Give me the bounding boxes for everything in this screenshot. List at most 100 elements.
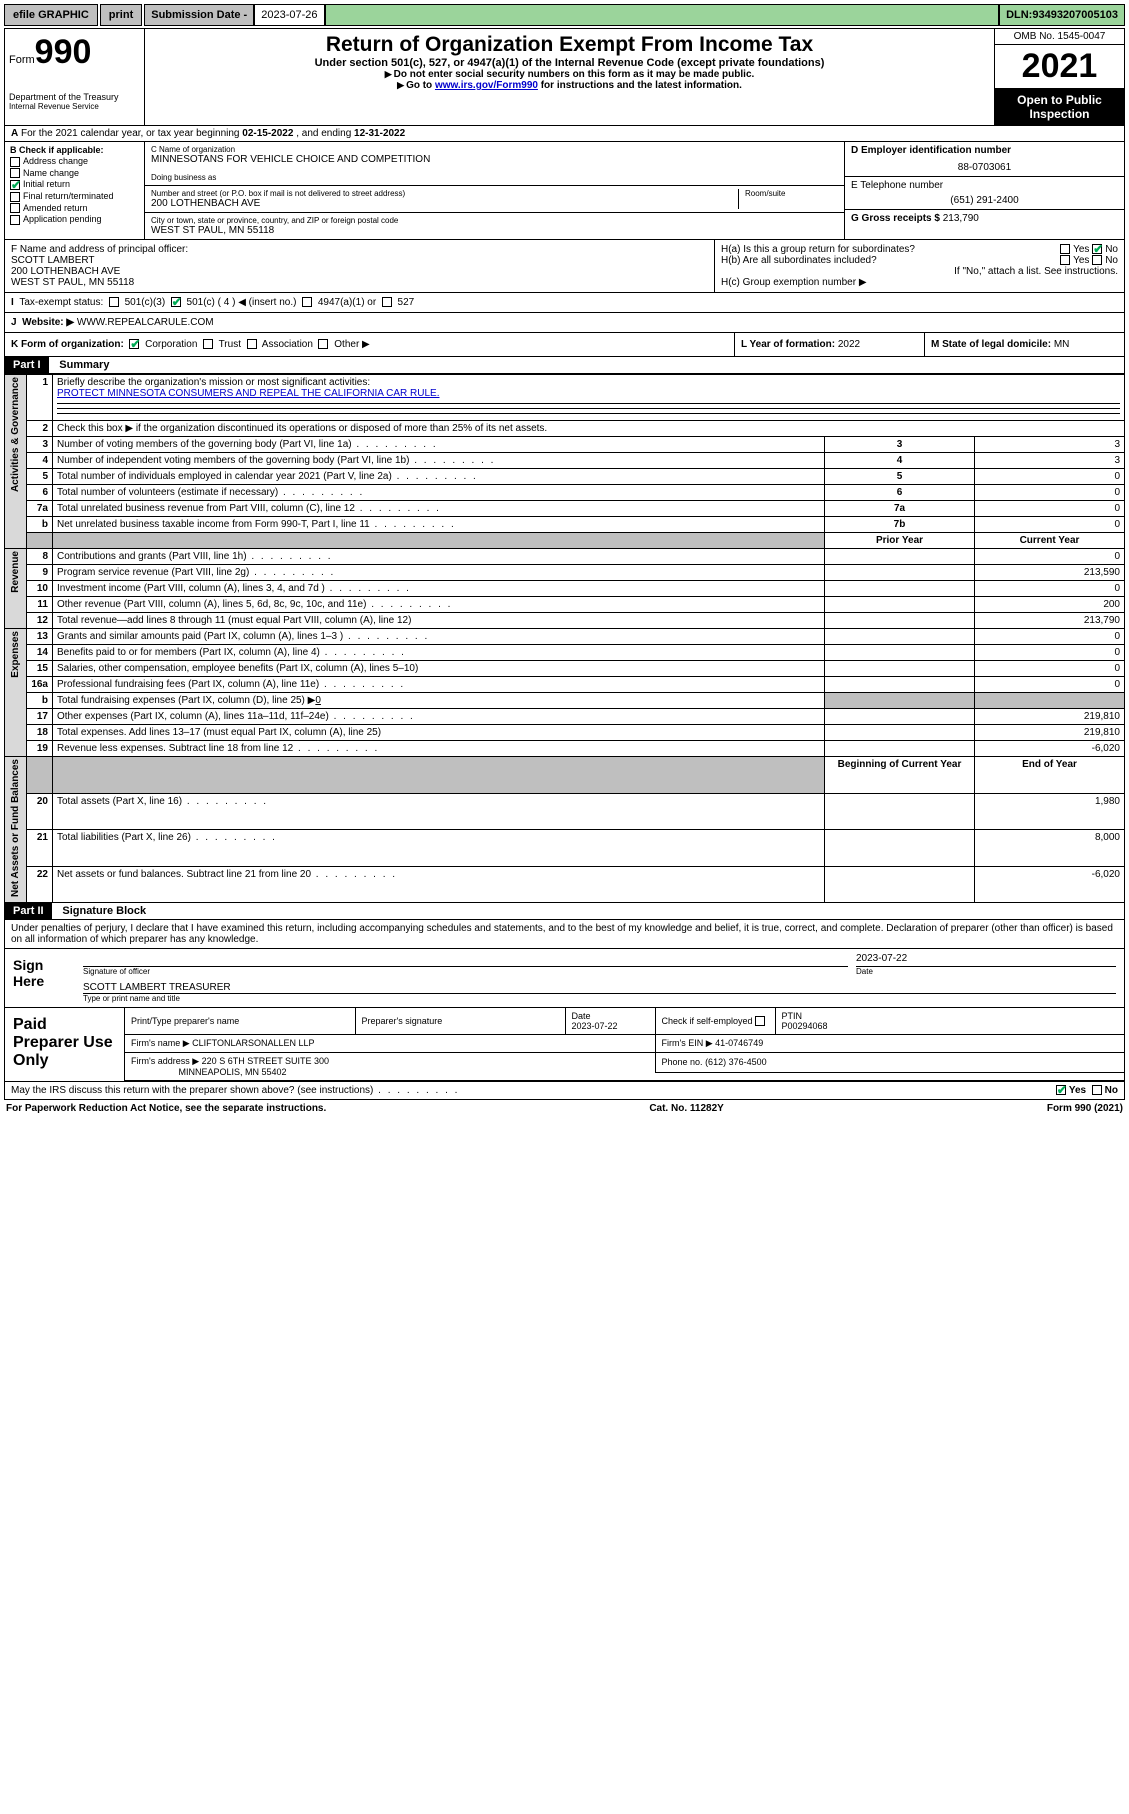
line16b-desc: Total fundraising expenses (Part IX, col… [53,693,825,709]
officer-city: WEST ST PAUL, MN 55118 [11,277,708,288]
ha-label: H(a) Is this a group return for subordin… [721,244,915,255]
chk-application-pending[interactable]: Application pending [10,214,139,225]
chk-amended-return[interactable]: Amended return [10,203,139,214]
line5-val: 0 [975,469,1125,485]
line16a-desc: Professional fundraising fees (Part IX, … [53,677,825,693]
efile-graphic-btn[interactable]: efile GRAPHIC [4,4,98,26]
line19-desc: Revenue less expenses. Subtract line 18 … [53,741,825,757]
line18-desc: Total expenses. Add lines 13–17 (must eq… [53,725,825,741]
line18-cur: 219,810 [975,725,1125,741]
line1-mission: Briefly describe the organization's miss… [53,375,1125,421]
open-to-public: Open to Public Inspection [995,89,1124,125]
line10-cur: 0 [975,581,1125,597]
side-net-assets: Net Assets or Fund Balances [5,757,27,903]
signature-of-officer-label: Signature of officer [83,967,848,976]
line7b-val: 0 [975,517,1125,533]
perjury-declaration: Under penalties of perjury, I declare th… [4,920,1125,949]
part-i-banner: Part I [5,357,49,373]
preparer-sig-header: Preparer's signature [355,1008,565,1035]
firm-name: Firm's name ▶ CLIFTONLARSONALLEN LLP [125,1035,655,1053]
chk-final-return[interactable]: Final return/terminated [10,191,139,202]
line4-desc: Number of independent voting members of … [53,453,825,469]
e-telephone: E Telephone number (651) 291-2400 [845,177,1124,210]
line19-cur: -6,020 [975,741,1125,757]
line9-cur: 213,590 [975,565,1125,581]
line16a-cur: 0 [975,677,1125,693]
j-website: J Website: ▶ WWW.REPEALCARULE.COM [4,313,1125,333]
gross-value: 213,790 [943,213,979,224]
i-tax-exempt: I Tax-exempt status: 501(c)(3) 501(c) ( … [4,293,1125,313]
fh-block: F Name and address of principal officer:… [4,240,1125,293]
discuss-question: May the IRS discuss this return with the… [11,1085,459,1096]
website-value: WWW.REPEALCARULE.COM [77,317,214,328]
part-ii-banner: Part II [5,903,52,919]
line12-cur: 213,790 [975,613,1125,629]
dba-label: Doing business as [151,173,838,182]
chk-address-change[interactable]: Address change [10,156,139,167]
part-ii-title: Signature Block [54,903,154,919]
side-activities-governance: Activities & Governance [5,375,27,549]
city-value: WEST ST PAUL, MN 55118 [151,225,838,236]
topbar-spacer [325,4,1000,26]
m-state-domicile: M State of legal domicile: MN [924,333,1124,356]
firm-phone: Phone no. (612) 376-4500 [655,1053,1124,1073]
line2: Check this box ▶ if the organization dis… [53,421,1125,437]
line11-desc: Other revenue (Part VIII, column (A), li… [53,597,825,613]
line10-desc: Investment income (Part VIII, column (A)… [53,581,825,597]
g-gross-receipts: G Gross receipts $ 213,790 [845,210,1124,227]
line17-cur: 219,810 [975,709,1125,725]
line15-desc: Salaries, other compensation, employee b… [53,661,825,677]
firm-ein: Firm's EIN ▶ 41-0746749 [655,1035,1124,1053]
b-label: B Check if applicable: [10,145,139,155]
line7a-desc: Total unrelated business revenue from Pa… [53,501,825,517]
sign-date-label: Date [856,967,1116,976]
header-bcde-block: B Check if applicable: Address change Na… [4,142,1125,240]
line6-val: 0 [975,485,1125,501]
firm-address: Firm's address ▶ 220 S 6TH STREET SUITE … [125,1053,655,1081]
klm-row: K Form of organization: Corporation Trus… [4,333,1125,357]
preparer-name-header: Print/Type preparer's name [125,1008,355,1035]
line20-desc: Total assets (Part X, line 16) [53,793,825,830]
irs-discuss-row: May the IRS discuss this return with the… [4,1082,1125,1100]
line9-desc: Program service revenue (Part VIII, line… [53,565,825,581]
print-btn[interactable]: print [100,4,142,26]
c-name-label: C Name of organization [151,145,838,154]
line13-desc: Grants and similar amounts paid (Part IX… [53,629,825,645]
self-employed-check[interactable]: Check if self-employed [655,1008,775,1035]
form-number: 990 [35,33,92,71]
chk-initial-return[interactable]: Initial return [10,179,139,190]
col-current-year: Current Year [975,533,1125,549]
line4-val: 3 [975,453,1125,469]
h-group-return: H(a) Is this a group return for subordin… [714,240,1124,292]
c-name-block: C Name of organization MINNESOTANS FOR V… [145,142,844,186]
officer-name: SCOTT LAMBERT [11,255,708,266]
dln: DLN: 93493207005103 [999,4,1125,26]
d-ein: D Employer identification number 88-0703… [845,142,1124,177]
line20-end: 1,980 [975,793,1125,830]
line13-cur: 0 [975,629,1125,645]
dept-treasury: Department of the Treasury [9,92,140,102]
line3-val: 3 [975,437,1125,453]
officer-printed-name: SCOTT LAMBERT TREASURER [83,982,1116,994]
ein-label: D Employer identification number [851,145,1118,156]
line6-desc: Total number of volunteers (estimate if … [53,485,825,501]
submission-date-label: Submission Date - [144,4,254,26]
col-end-year: End of Year [975,757,1125,794]
org-name: MINNESOTANS FOR VEHICLE CHOICE AND COMPE… [151,154,838,165]
line15-cur: 0 [975,661,1125,677]
footer-catno: Cat. No. 11282Y [649,1103,723,1114]
side-revenue: Revenue [5,549,27,629]
irs-label: Internal Revenue Service [9,102,140,111]
instr-ssn: Do not enter social security numbers on … [153,69,986,80]
irs-link[interactable]: www.irs.gov/Form990 [435,80,538,91]
mission-link[interactable]: PROTECT MINNESOTA CONSUMERS AND REPEAL T… [57,388,439,399]
side-expenses: Expenses [5,629,27,757]
paid-preparer-label: Paid Preparer Use Only [5,1008,125,1081]
part-ii-header: Part II Signature Block [4,903,1125,920]
line22-end: -6,020 [975,866,1125,903]
line3-desc: Number of voting members of the governin… [53,437,825,453]
tel-label: E Telephone number [851,180,1118,191]
ein-value: 88-0703061 [851,162,1118,173]
chk-name-change[interactable]: Name change [10,168,139,179]
officer-street: 200 LOTHENBACH AVE [11,266,708,277]
